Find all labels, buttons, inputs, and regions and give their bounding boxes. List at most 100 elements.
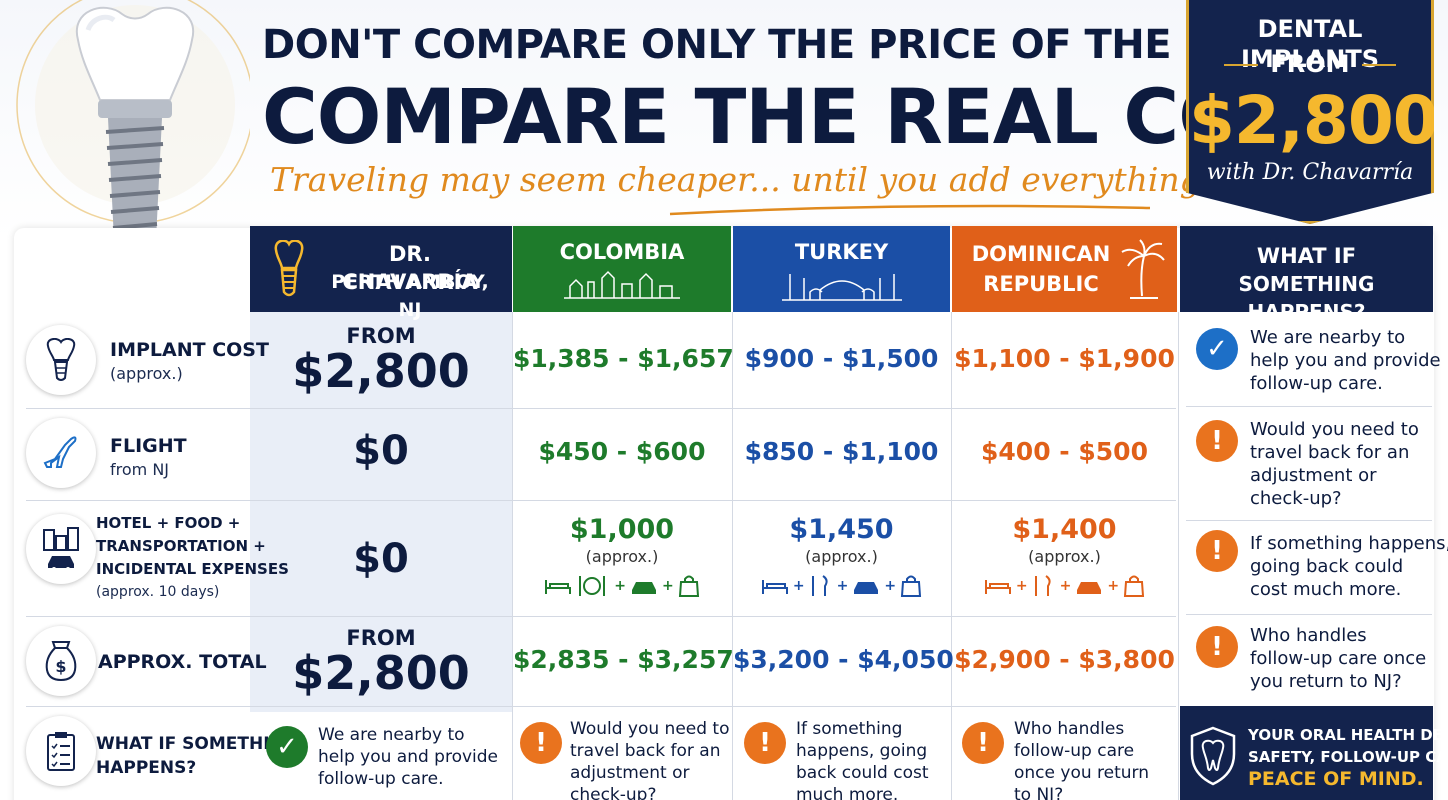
implant-label-text: IMPLANT COST xyxy=(110,339,269,361)
bed-icon xyxy=(984,580,1011,594)
dr-whatif-line: follow-up care. xyxy=(318,769,444,789)
palm-tree-icon xyxy=(1121,239,1165,299)
right-panel-item: ✓ We are nearby to help you and provide … xyxy=(1180,322,1441,408)
right-panel-item: ! Would you need to travel back for an a… xyxy=(1180,414,1433,520)
plate-utensils-icon xyxy=(579,576,606,596)
turkey-whatif-line: If something xyxy=(796,719,903,739)
colombia-label: COLOMBIA xyxy=(559,240,685,264)
tagline-underline xyxy=(669,204,1151,216)
tooth-icon xyxy=(274,240,304,297)
dr-hotel-price: $0 xyxy=(353,536,409,582)
implant-label-sub: (approx.) xyxy=(110,364,183,383)
right-panel-text: We are nearby to help you and provide fo… xyxy=(1250,326,1441,395)
hotel-label-line1: HOTEL + FOOD + xyxy=(96,514,241,532)
bed-icon xyxy=(761,580,788,594)
price-badge: DENTAL IMPLANTS FROM $2,800 with Dr. Cha… xyxy=(1186,0,1434,224)
row-label-flight: FLIGHT from NJ xyxy=(110,434,187,482)
row-label-implant: IMPLANT COST (approx.) xyxy=(110,338,269,386)
car-icon xyxy=(1077,582,1102,594)
colombia-whatif-line: check-up? xyxy=(570,785,657,800)
row-label-hotel: HOTEL + FOOD + TRANSPORTATION + INCIDENT… xyxy=(96,512,289,604)
turkey-hotel-cell: $1,450 (approx.) + + + xyxy=(733,514,950,598)
right-panel-line: We are nearby to xyxy=(1250,327,1406,348)
colombia-implant-price: $1,385 - $1,657 xyxy=(513,344,734,373)
column-divider xyxy=(1178,312,1179,800)
colombia-whatif-text: Would you need to travel back for an adj… xyxy=(570,718,730,800)
hotel-label-sub: (approx. 10 days) xyxy=(96,584,220,600)
row-divider xyxy=(26,408,1176,409)
shield-tooth-icon xyxy=(1190,726,1236,786)
dr-whatif-text: We are nearby to help you and provide fo… xyxy=(318,724,498,790)
right-panel-divider xyxy=(1186,614,1432,615)
hotel-label-line2: TRANSPORTATION + xyxy=(96,537,266,555)
colombia-hotel-price: $1,000 xyxy=(569,514,675,545)
column-header-turkey: TURKEY xyxy=(733,226,950,312)
column-header-dr: DR. CHAVARRÍA PERTH AMBOY, NJ xyxy=(250,226,512,321)
utensils-icon xyxy=(811,575,828,596)
dr-total-price: $2,800 xyxy=(292,646,470,700)
bed-icon xyxy=(545,580,572,594)
car-icon xyxy=(854,582,879,594)
column-divider xyxy=(951,312,952,800)
hotel-label-line3: INCIDENTAL EXPENSES xyxy=(96,560,289,578)
alert-circle-icon: ! xyxy=(1196,626,1238,668)
turkey-hotel-price: $1,450 xyxy=(789,514,894,545)
column-header-dominican: DOMINICAN REPUBLIC xyxy=(952,226,1177,312)
colombia-whatif-line: travel back for an xyxy=(570,741,721,761)
turkey-flight-price: $850 - $1,100 xyxy=(744,437,939,466)
whatif-line2: SOMETHING HAPPENS? xyxy=(1238,272,1375,324)
turkey-whatif-line: much more. xyxy=(796,785,899,800)
footer-line2: SAFETY, FOLLOW-UP CARE, AND xyxy=(1248,748,1448,766)
right-panel-divider xyxy=(1186,406,1432,407)
colombia-flight-price: $450 - $600 xyxy=(538,437,706,466)
right-panel-divider xyxy=(1186,520,1432,521)
dental-implant-image xyxy=(16,0,250,254)
footer-line1: YOUR ORAL HEALTH DESERVES xyxy=(1248,726,1448,744)
right-panel-line: check-up? xyxy=(1250,488,1342,509)
right-panel-line: help you and provide xyxy=(1250,350,1441,371)
dr-location: PERTH AMBOY, NJ xyxy=(331,271,489,321)
turkey-label: TURKEY xyxy=(794,240,889,264)
colombia-hotel-approx: (approx.) xyxy=(585,547,659,566)
mosque-icon xyxy=(781,274,902,301)
hotel-car-icon xyxy=(26,514,96,584)
dominican-whatif-line: Who handles xyxy=(1014,719,1125,739)
dominican-line2: REPUBLIC xyxy=(983,272,1099,296)
dominican-whatif-line: follow-up care xyxy=(1014,741,1135,761)
flight-label-sub: from NJ xyxy=(110,460,170,479)
row-divider xyxy=(26,706,1176,707)
dr-total-from: FROM xyxy=(346,626,416,650)
colombia-total-price: $2,835 - $3,257 xyxy=(513,645,734,674)
shopping-bag-icon xyxy=(1124,575,1145,597)
column-header-colombia: COLOMBIA xyxy=(513,226,731,312)
flight-label-text: FLIGHT xyxy=(110,435,187,457)
dr-name: DR. CHAVARRÍA xyxy=(342,242,478,294)
turkey-whatif-text: If something happens, going back could c… xyxy=(796,718,929,800)
whatif-label-line2: HAPPENS? xyxy=(96,758,197,778)
check-circle-icon: ✓ xyxy=(1196,328,1238,370)
right-panel-line: going back could xyxy=(1250,556,1404,577)
turkey-implant-price: $900 - $1,500 xyxy=(744,344,939,373)
car-icon xyxy=(632,582,656,594)
dominican-line1: DOMINICAN xyxy=(971,242,1111,266)
dr-flight-price: $0 xyxy=(353,428,409,474)
alert-circle-icon: ! xyxy=(744,722,786,764)
badge-from: FROM xyxy=(1189,50,1431,78)
dominican-total-price: $2,900 - $3,800 xyxy=(954,645,1175,674)
colombia-hotel-cell: $1,000 (approx.) + + xyxy=(513,514,731,598)
dominican-flight-price: $400 - $500 xyxy=(981,437,1148,466)
headline-line1: DON'T COMPARE ONLY THE PRICE OF THE IMPL… xyxy=(262,22,1391,68)
checklist-icon xyxy=(26,716,96,786)
dominican-hotel-cell: $1,400 (approx.) + + + xyxy=(952,514,1177,598)
footer-text: YOUR ORAL HEALTH DESERVES SAFETY, FOLLOW… xyxy=(1248,724,1448,790)
right-panel-line: Who handles xyxy=(1250,625,1367,646)
row-label-total: APPROX. TOTAL xyxy=(98,651,267,673)
column-header-whatif: WHAT IF SOMETHING HAPPENS? xyxy=(1180,226,1433,324)
right-panel-line: Would you need to xyxy=(1250,419,1419,440)
shopping-bag-icon xyxy=(901,575,922,597)
money-bag-icon: $ xyxy=(26,626,96,696)
turkey-total-price: $3,200 - $4,050 xyxy=(733,645,954,674)
colombia-expense-icons: + + xyxy=(513,574,731,598)
column-divider xyxy=(512,312,513,800)
alert-circle-icon: ! xyxy=(1196,530,1238,572)
